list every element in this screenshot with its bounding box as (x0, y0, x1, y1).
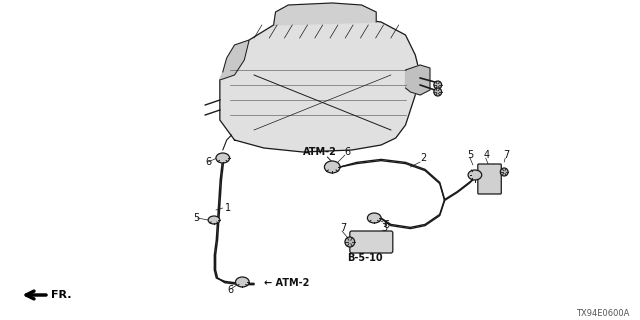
Polygon shape (220, 40, 249, 80)
Text: 4: 4 (484, 150, 490, 160)
Text: TX94E0600A: TX94E0600A (577, 308, 630, 317)
FancyBboxPatch shape (350, 231, 393, 253)
Text: 5: 5 (467, 150, 474, 160)
Polygon shape (406, 65, 430, 95)
Circle shape (345, 237, 355, 247)
Ellipse shape (324, 161, 340, 173)
Circle shape (500, 168, 508, 176)
Polygon shape (220, 18, 420, 152)
Polygon shape (274, 3, 376, 25)
Text: ATM-2: ATM-2 (303, 147, 337, 157)
Text: 6: 6 (344, 147, 350, 157)
Text: 1: 1 (225, 203, 231, 213)
FancyBboxPatch shape (478, 164, 501, 194)
Ellipse shape (216, 153, 230, 163)
Text: FR.: FR. (51, 290, 71, 300)
Circle shape (434, 81, 442, 89)
Text: 6: 6 (383, 220, 389, 230)
Ellipse shape (236, 277, 249, 287)
Text: 2: 2 (420, 153, 426, 163)
Text: 7: 7 (503, 150, 509, 160)
Ellipse shape (367, 213, 381, 223)
Text: ← ATM-2: ← ATM-2 (264, 278, 309, 288)
Circle shape (434, 88, 442, 96)
Text: 3: 3 (381, 223, 387, 233)
Text: 6: 6 (205, 157, 211, 167)
Ellipse shape (208, 216, 220, 224)
Text: 5: 5 (193, 213, 200, 223)
Text: 7: 7 (340, 223, 346, 233)
Text: 6: 6 (228, 285, 234, 295)
Ellipse shape (468, 170, 482, 180)
Text: B-5-10: B-5-10 (347, 253, 383, 263)
